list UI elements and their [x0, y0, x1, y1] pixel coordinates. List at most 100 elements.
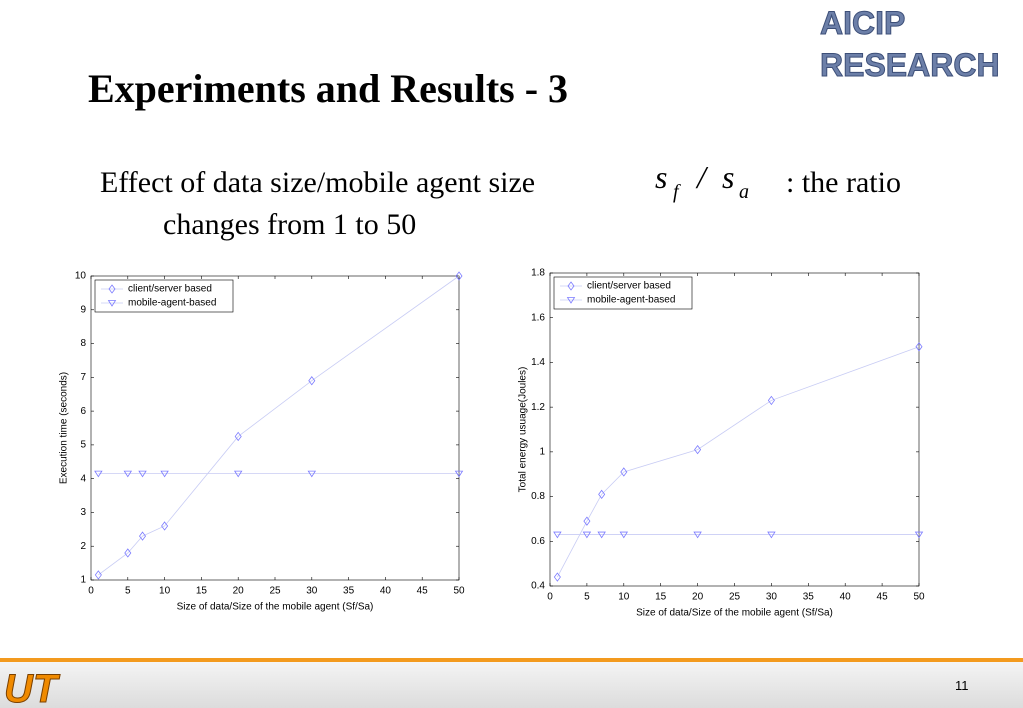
x-tick-label: 30 — [766, 592, 778, 603]
y-tick-label: 3 — [80, 507, 86, 518]
x-tick-label: 5 — [125, 586, 131, 597]
y-tick-label: 1 — [80, 575, 86, 586]
logo-line: AICIP — [820, 5, 905, 41]
x-tick-label: 0 — [88, 586, 94, 597]
slide-title: Experiments and Results - 3 — [88, 66, 568, 111]
series-line — [98, 275, 460, 576]
formula: s — [655, 159, 667, 195]
x-tick-label: 0 — [547, 592, 553, 603]
subtitle: Effect of data size/mobile agent size — [100, 166, 535, 199]
legend-label: mobile-agent-based — [587, 295, 675, 306]
y-tick-label: 4 — [80, 473, 86, 484]
y-tick-label: 5 — [80, 440, 86, 451]
legend-label: mobile-agent-based — [128, 298, 216, 309]
y-tick-label: 8 — [80, 338, 86, 349]
formula: f — [673, 181, 681, 203]
x-tick-label: 25 — [269, 586, 281, 597]
y-tick-label: 1 — [539, 446, 545, 457]
x-tick-label: 50 — [453, 586, 465, 597]
legend-box — [553, 276, 693, 310]
subtitle: changes from 1 to 50 — [163, 208, 416, 241]
marker — [94, 570, 102, 580]
marker — [307, 470, 317, 478]
legend-label: client/server based — [128, 284, 212, 295]
marker — [619, 531, 629, 539]
marker — [553, 572, 561, 582]
marker — [553, 531, 562, 539]
marker — [161, 521, 169, 531]
marker — [620, 467, 628, 477]
y-tick-label: 2 — [80, 541, 86, 552]
y-tick-label: 1.4 — [531, 357, 545, 368]
x-tick-label: 10 — [159, 586, 171, 597]
x-tick-label: 50 — [913, 592, 925, 603]
series-line — [557, 346, 920, 578]
marker — [597, 531, 606, 539]
legend-box — [94, 279, 234, 313]
y-tick-label: 9 — [80, 304, 86, 315]
formula: / — [695, 159, 709, 195]
x-tick-label: 35 — [803, 592, 815, 603]
logo-line: RESEARCH — [820, 47, 1000, 83]
x-tick-label: 20 — [233, 586, 245, 597]
x-tick-label: 25 — [729, 592, 741, 603]
marker — [598, 489, 606, 500]
marker — [234, 431, 242, 442]
x-tick-label: 20 — [692, 592, 704, 603]
subtitle: : the ratio — [786, 166, 901, 199]
marker — [160, 470, 169, 478]
y-tick-label: 6 — [80, 406, 86, 417]
marker — [767, 531, 776, 539]
footer-rule — [0, 658, 1023, 662]
x-tick-label: 15 — [196, 586, 208, 597]
footer-band — [0, 662, 1023, 708]
y-tick-label: 1.6 — [531, 312, 545, 323]
y-tick-label: 10 — [75, 271, 87, 282]
legend-label: client/server based — [587, 281, 671, 292]
marker — [583, 516, 591, 526]
x-tick-label: 5 — [584, 592, 590, 603]
x-tick-label: 40 — [380, 586, 392, 597]
x-tick-label: 40 — [840, 592, 852, 603]
marker — [308, 376, 316, 386]
x-axis-label: Size of data/Size of the mobile agent (S… — [177, 602, 374, 613]
y-axis-label: Execution time (seconds) — [59, 372, 70, 484]
marker — [914, 531, 924, 539]
formula: s — [722, 159, 734, 195]
marker — [94, 470, 103, 478]
y-tick-label: 0.6 — [531, 536, 545, 547]
page-number: 11 — [955, 678, 969, 693]
formula: a — [739, 181, 749, 203]
x-tick-label: 15 — [655, 592, 667, 603]
marker — [139, 531, 147, 541]
marker — [915, 342, 923, 352]
y-tick-label: 1.8 — [531, 268, 545, 279]
marker — [693, 531, 702, 539]
marker — [566, 297, 576, 304]
x-axis-label: Size of data/Size of the mobile agent (S… — [636, 608, 833, 619]
x-tick-label: 45 — [417, 586, 429, 597]
x-tick-label: 35 — [343, 586, 355, 597]
x-tick-label: 10 — [618, 592, 630, 603]
marker — [455, 271, 463, 281]
marker — [767, 395, 775, 406]
x-tick-label: 45 — [877, 592, 889, 603]
marker — [124, 548, 132, 558]
y-tick-label: 1.2 — [531, 402, 545, 413]
y-axis-label: Total energy usuage(Joules) — [518, 367, 529, 493]
marker — [694, 444, 702, 455]
marker — [108, 284, 116, 294]
marker — [454, 470, 464, 478]
footer-logo: UT — [4, 667, 61, 708]
marker — [582, 531, 592, 539]
y-tick-label: 7 — [80, 372, 86, 383]
marker — [123, 470, 133, 478]
marker — [233, 470, 243, 478]
marker — [138, 470, 147, 478]
marker — [567, 281, 575, 291]
plot-frame — [549, 272, 920, 587]
y-tick-label: 0.8 — [531, 491, 545, 502]
marker — [107, 300, 117, 307]
